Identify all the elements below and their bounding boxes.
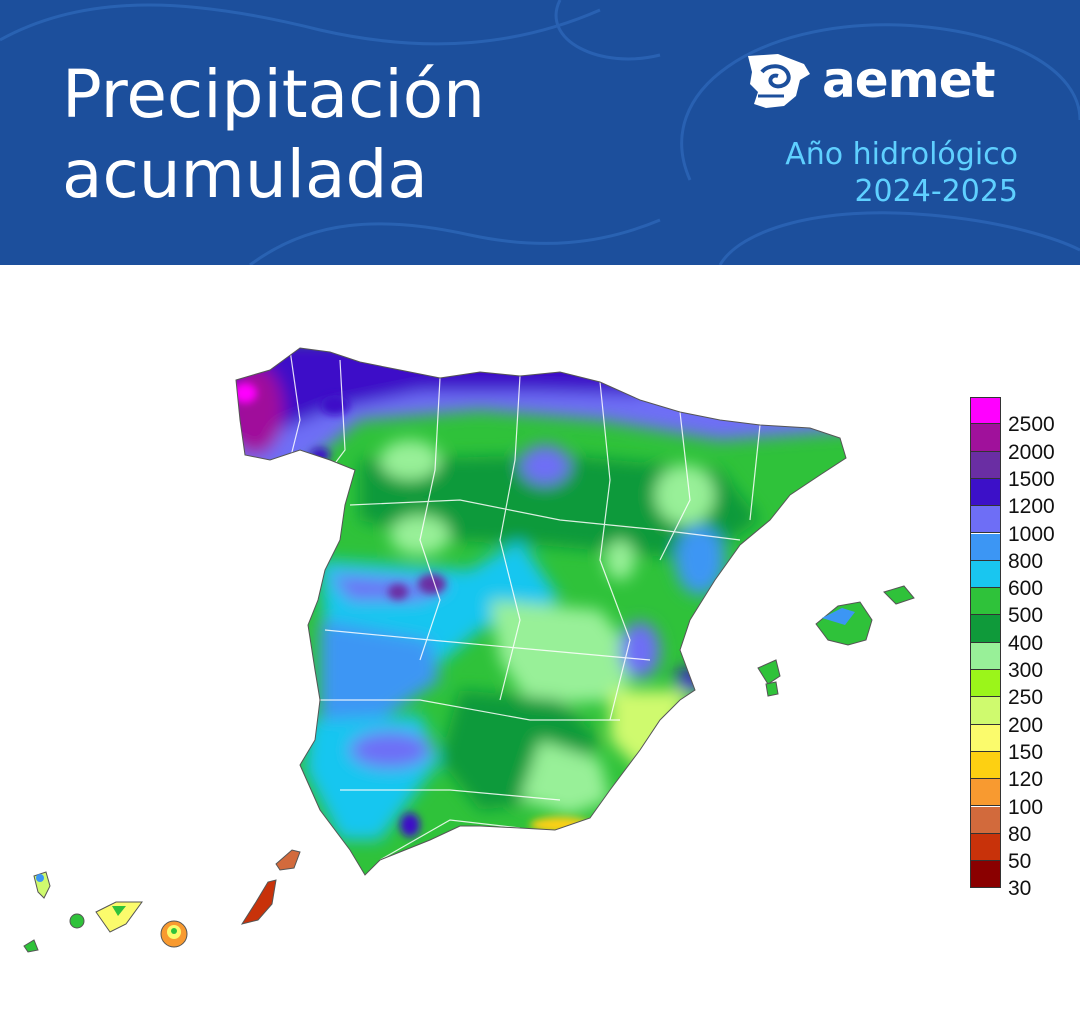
- legend-label: 30: [1008, 877, 1032, 901]
- canary-islands: [23, 849, 301, 953]
- legend-frame: [970, 397, 1001, 888]
- legend-label: 1200: [1008, 495, 1055, 519]
- legend-label: 120: [1008, 768, 1044, 792]
- legend-label: 50: [1008, 850, 1032, 874]
- legend-label: 400: [1008, 631, 1044, 655]
- period-line1: Año hidrológico: [785, 137, 1018, 172]
- legend-label: 2000: [1008, 440, 1055, 464]
- legend-swatch: [970, 424, 1001, 452]
- period-line2: 2024-2025: [854, 174, 1018, 209]
- legend-label: 300: [1008, 659, 1044, 682]
- legend-swatch: [970, 615, 1001, 643]
- legend-label: 80: [1008, 822, 1032, 846]
- legend-label: 600: [1008, 577, 1044, 601]
- legend-label: 100: [1008, 795, 1044, 819]
- legend-label: 200: [1008, 713, 1044, 737]
- brand-name: aemet: [822, 51, 996, 109]
- legend-swatch: [970, 478, 1001, 507]
- legend-swatch: [970, 642, 1001, 670]
- aemet-logo-icon: [748, 54, 810, 108]
- legend-swatch: [970, 397, 1001, 425]
- legend-swatch: [970, 670, 1001, 698]
- peninsula: [236, 348, 846, 875]
- legend-swatch: [970, 588, 1001, 616]
- period-label: Año hidrológico 2024-2025: [785, 136, 1018, 210]
- legend-swatch: [970, 751, 1001, 780]
- legend-label: 500: [1008, 604, 1044, 628]
- legend-swatch: [970, 451, 1001, 479]
- balearic-islands: [757, 585, 915, 697]
- map-area: [0, 265, 1080, 1028]
- page-title-line1: Precipitación: [62, 56, 485, 133]
- legend-label: 800: [1008, 549, 1044, 573]
- legend-label: 1500: [1008, 467, 1055, 491]
- brand: aemet: [744, 50, 996, 110]
- legend-swatch: [970, 724, 1001, 752]
- legend-label: 150: [1008, 740, 1044, 764]
- legend-swatch: [970, 560, 1001, 589]
- legend-label: 1000: [1008, 522, 1055, 546]
- legend-swatch: [970, 533, 1001, 561]
- legend-label: 2500: [1008, 413, 1055, 437]
- contour-decoration: [0, 0, 1080, 265]
- page-title-line2: acumulada: [62, 136, 428, 213]
- legend-swatch: [970, 833, 1001, 862]
- header-banner: Precipitación acumulada aemet Año hidrol…: [0, 0, 1080, 265]
- legend-swatch: [970, 697, 1001, 725]
- precipitation-map: [23, 347, 915, 953]
- legend-swatch: [970, 779, 1001, 807]
- legend-label: 250: [1008, 686, 1044, 710]
- legend-swatch: [970, 806, 1001, 834]
- legend-swatch: [970, 506, 1001, 534]
